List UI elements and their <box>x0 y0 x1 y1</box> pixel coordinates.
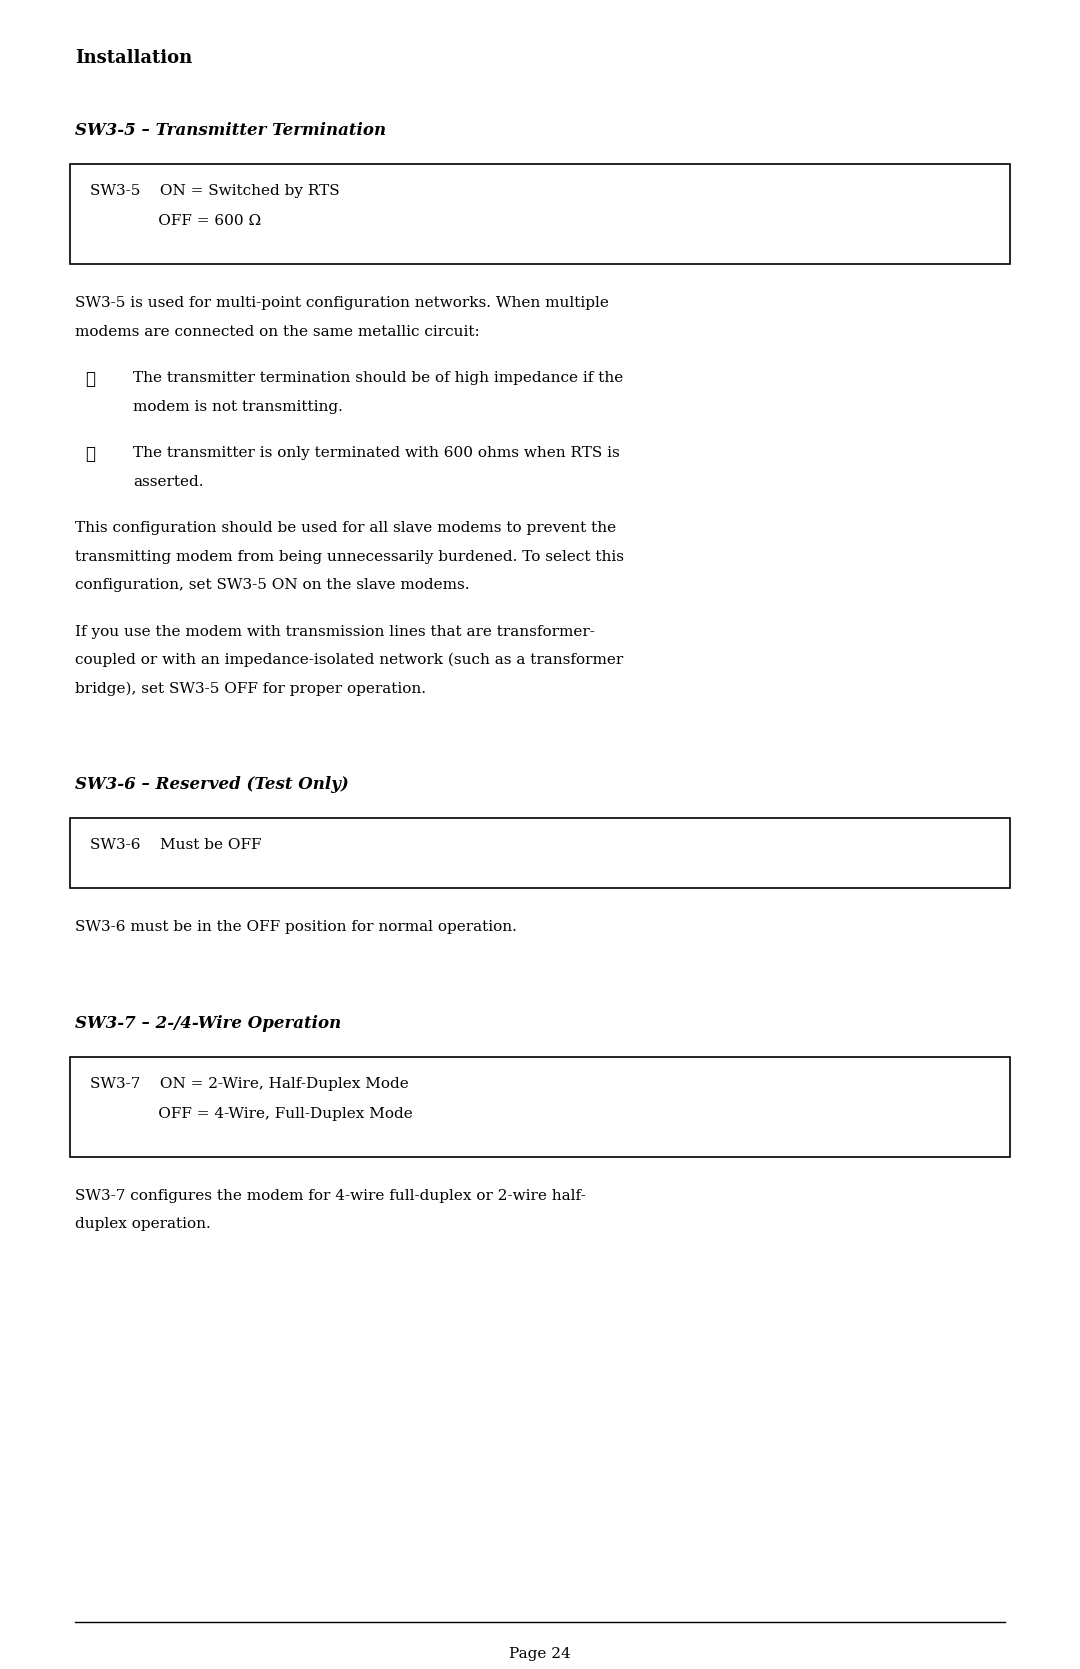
Text: SW3-5    ON = Switched by RTS: SW3-5 ON = Switched by RTS <box>90 184 339 199</box>
Text: modems are connected on the same metallic circuit:: modems are connected on the same metalli… <box>75 324 480 339</box>
Text: This configuration should be used for all slave modems to prevent the: This configuration should be used for al… <box>75 521 616 536</box>
Text: configuration, set SW3-5 ON on the slave modems.: configuration, set SW3-5 ON on the slave… <box>75 577 470 592</box>
Text: modem is not transmitting.: modem is not transmitting. <box>133 399 342 414</box>
Text: SW3-6 must be in the OFF position for normal operation.: SW3-6 must be in the OFF position for no… <box>75 920 517 935</box>
Text: ❖: ❖ <box>85 446 95 462</box>
Text: The transmitter is only terminated with 600 ohms when RTS is: The transmitter is only terminated with … <box>133 446 620 461</box>
FancyBboxPatch shape <box>70 164 1010 264</box>
Text: Installation: Installation <box>75 48 192 67</box>
Text: SW3-7 configures the modem for 4-wire full-duplex or 2-wire half-: SW3-7 configures the modem for 4-wire fu… <box>75 1188 585 1202</box>
Text: transmitting modem from being unnecessarily burdened. To select this: transmitting modem from being unnecessar… <box>75 549 624 564</box>
Text: SW3-5 – Transmitter Termination: SW3-5 – Transmitter Termination <box>75 122 387 139</box>
Text: The transmitter termination should be of high impedance if the: The transmitter termination should be of… <box>133 371 623 386</box>
Text: OFF = 600 Ω: OFF = 600 Ω <box>90 214 261 229</box>
Text: OFF = 4-Wire, Full-Duplex Mode: OFF = 4-Wire, Full-Duplex Mode <box>90 1107 413 1120</box>
Text: asserted.: asserted. <box>133 474 203 489</box>
Text: coupled or with an impedance-isolated network (such as a transformer: coupled or with an impedance-isolated ne… <box>75 653 623 668</box>
Text: duplex operation.: duplex operation. <box>75 1217 211 1232</box>
Text: bridge), set SW3-5 OFF for proper operation.: bridge), set SW3-5 OFF for proper operat… <box>75 681 426 696</box>
Text: ❖: ❖ <box>85 371 95 387</box>
Text: SW3-7 – 2-/4-Wire Operation: SW3-7 – 2-/4-Wire Operation <box>75 1015 341 1031</box>
Text: SW3-6 – Reserved (Test Only): SW3-6 – Reserved (Test Only) <box>75 776 349 793</box>
FancyBboxPatch shape <box>70 818 1010 888</box>
Text: SW3-5 is used for multi-point configuration networks. When multiple: SW3-5 is used for multi-point configurat… <box>75 295 609 310</box>
Text: SW3-7    ON = 2-Wire, Half-Duplex Mode: SW3-7 ON = 2-Wire, Half-Duplex Mode <box>90 1077 408 1090</box>
Text: SW3-6    Must be OFF: SW3-6 Must be OFF <box>90 838 261 851</box>
Text: If you use the modem with transmission lines that are transformer-: If you use the modem with transmission l… <box>75 624 595 639</box>
FancyBboxPatch shape <box>70 1056 1010 1157</box>
Text: Page 24: Page 24 <box>509 1647 571 1661</box>
